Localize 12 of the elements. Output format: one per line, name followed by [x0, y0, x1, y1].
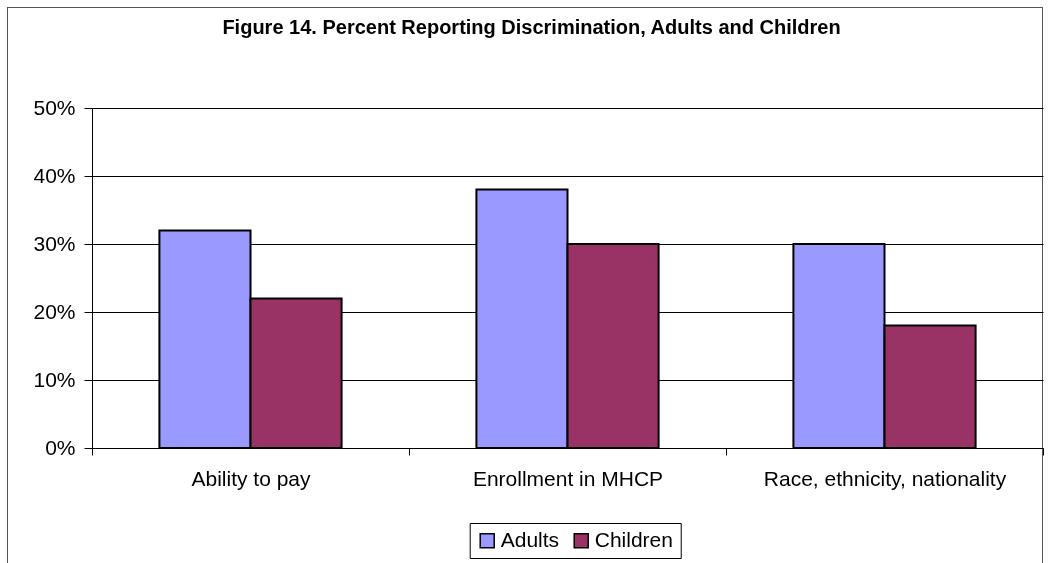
legend-label: Children — [594, 527, 673, 551]
y-tick-label: 20% — [33, 299, 76, 323]
y-tick-label: 40% — [33, 163, 76, 187]
legend-label: Adults — [500, 527, 560, 551]
y-tick-label: 30% — [33, 231, 76, 255]
y-tick-label: 50% — [33, 95, 76, 119]
x-tick-label: Enrollment in MHCP — [472, 466, 664, 490]
y-tick-label: 10% — [33, 367, 76, 391]
chart-title: Figure 14. Percent Reporting Discrimination, Adults and Children — [222, 16, 841, 38]
x-tick-label: Ability to pay — [191, 466, 312, 490]
x-tick-label: Race, ethnicity, nationality — [763, 466, 1007, 490]
y-tick-label: 0% — [45, 435, 76, 459]
